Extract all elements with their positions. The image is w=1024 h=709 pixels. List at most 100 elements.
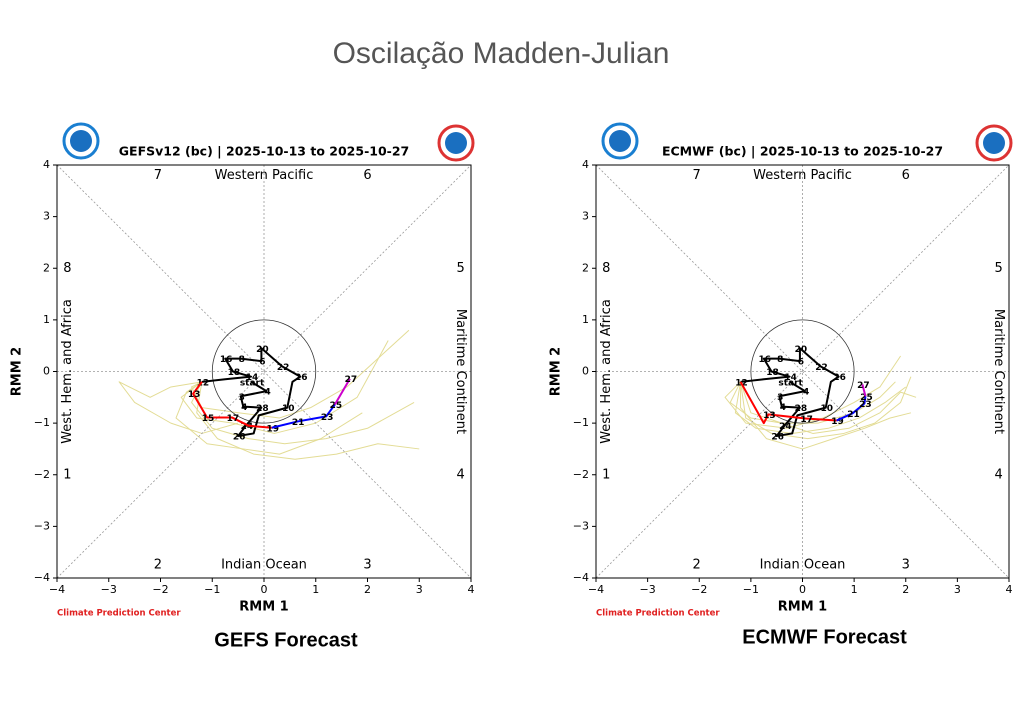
region-label: Maritime Continent <box>453 309 468 434</box>
amplitude-circle <box>750 319 855 424</box>
point-label: 24 <box>779 422 792 432</box>
region-label: Western Pacific <box>215 168 314 183</box>
point-label: 26 <box>833 373 846 383</box>
point-label: 18 <box>228 368 241 378</box>
diagonal <box>56 164 472 579</box>
x-tick-label: −2 <box>152 583 168 596</box>
track-line <box>201 347 302 438</box>
chart-subtitle: ECMWF Forecast <box>742 626 907 648</box>
x-tick-label: −1 <box>743 583 759 596</box>
ensemble-line <box>180 340 389 434</box>
ensemble-line <box>175 381 363 455</box>
x-tick-label: 0 <box>799 583 806 596</box>
point-label: 14 <box>246 373 259 383</box>
region-label: West. Hem. and Africa <box>599 299 614 444</box>
phase-label: 8 <box>63 261 71 276</box>
ensemble-line <box>196 381 420 460</box>
phase-label: 7 <box>693 168 701 183</box>
phase-label: 4 <box>457 467 465 482</box>
y-axis-label: RMM 2 <box>549 347 564 396</box>
point-label: 19 <box>831 417 844 427</box>
region-label: Maritime Continent <box>991 309 1006 434</box>
x-tick-label: −4 <box>588 583 604 596</box>
point-label: 4 <box>264 388 270 398</box>
y-tick-label: 1 <box>582 313 589 326</box>
phase-label: 1 <box>602 467 610 482</box>
point-label: 10 <box>282 404 295 414</box>
track-line <box>334 378 351 406</box>
y-tick-label: −1 <box>34 416 50 429</box>
point-label: 13 <box>763 411 776 421</box>
y-tick-label: −3 <box>34 519 50 532</box>
point-label: 26 <box>295 373 308 383</box>
phase-label: 2 <box>693 558 701 573</box>
point-label: 12 <box>197 378 210 388</box>
y-tick-label: 4 <box>582 158 589 171</box>
point-label: 26 <box>233 433 246 443</box>
point-label: 18 <box>766 368 779 378</box>
logo-inner <box>70 130 92 152</box>
chart-subtitle: GEFS Forecast <box>214 629 358 651</box>
point-label: 27 <box>345 375 358 385</box>
diagonal <box>595 164 1010 579</box>
y-tick-label: −2 <box>573 468 589 481</box>
y-tick-label: 0 <box>43 365 50 378</box>
x-tick-label: 3 <box>954 583 961 596</box>
point-label: 19 <box>266 424 279 434</box>
point-label: start <box>778 378 803 388</box>
phase-label: 6 <box>902 168 910 183</box>
point-label: 27 <box>857 381 870 391</box>
phase-label: 5 <box>995 261 1003 276</box>
point-label: 16 <box>220 355 233 365</box>
credit: Climate Prediction Center <box>596 609 720 619</box>
y-tick-label: 2 <box>43 261 50 274</box>
point-label: 25 <box>860 393 873 403</box>
x-axis-label: RMM 1 <box>778 600 827 615</box>
point-label: 20 <box>256 345 269 355</box>
ensemble-line <box>191 381 415 445</box>
y-tick-label: 1 <box>43 313 50 326</box>
point-label: 6 <box>798 358 804 368</box>
point-label: 28 <box>256 404 269 414</box>
point-label: 8 <box>777 355 783 365</box>
phase-label: 5 <box>457 261 465 276</box>
amplitude-circle <box>211 319 317 424</box>
phase-label: 1 <box>63 467 71 482</box>
ensemble-line <box>740 376 912 440</box>
region-label: Indian Ocean <box>760 558 846 573</box>
chart-title: ECMWF (bc) | 2025-10-13 to 2025-10-27 <box>662 144 943 159</box>
point-label: 21 <box>847 410 860 420</box>
x-tick-label: 3 <box>416 583 423 596</box>
point-label: 6 <box>259 358 265 368</box>
point-label: 16 <box>759 355 772 365</box>
phase-label: 3 <box>363 558 371 573</box>
point-label: 25 <box>330 401 343 411</box>
point-label: 23 <box>859 400 872 410</box>
logo-inner <box>445 132 467 154</box>
x-tick-label: 0 <box>261 583 268 596</box>
point-label: 26 <box>771 433 784 443</box>
phase-label: 3 <box>902 558 910 573</box>
phase-label: 8 <box>602 261 610 276</box>
track-line <box>739 381 837 425</box>
point-label: 3 <box>239 393 245 403</box>
x-tick-label: −3 <box>101 583 117 596</box>
x-tick-label: 4 <box>1006 583 1013 596</box>
point-label: 28 <box>795 404 808 414</box>
phase-label: 6 <box>363 168 371 183</box>
chart-title: GEFSv12 (bc) | 2025-10-13 to 2025-10-27 <box>119 144 409 159</box>
point-label: 24 <box>241 422 254 432</box>
y-tick-label: −4 <box>573 571 589 584</box>
phase-label: 7 <box>154 168 162 183</box>
track-line <box>271 403 336 429</box>
point-label: 4 <box>803 388 809 398</box>
point-label: 13 <box>188 390 201 400</box>
x-axis-label: RMM 1 <box>239 600 288 615</box>
ensemble-line <box>734 381 907 434</box>
x-tick-label: 2 <box>902 583 909 596</box>
logo-inner <box>609 130 631 152</box>
x-tick-label: −3 <box>640 583 656 596</box>
y-tick-label: −4 <box>34 571 50 584</box>
point-label: 4 <box>241 403 247 413</box>
y-tick-label: 3 <box>43 210 50 223</box>
